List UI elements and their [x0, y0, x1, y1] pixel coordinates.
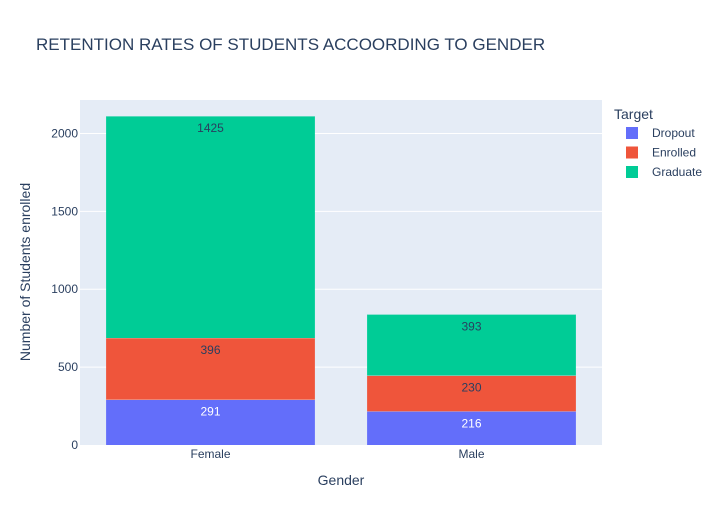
data-labels: 291 396 1425 216 230 393 — [197, 121, 482, 430]
bar-dropout-male[interactable] — [367, 411, 576, 445]
legend-item-dropout[interactable]: Dropout — [626, 126, 695, 140]
legend-swatch — [626, 166, 638, 178]
bar-enrolled-female[interactable] — [106, 337, 315, 400]
y-axis-ticks: 0 500 1000 1500 2000 — [51, 126, 78, 452]
legend-title: Target — [614, 106, 653, 122]
legend[interactable]: Target Dropout Enrolled Graduate — [614, 106, 702, 179]
y-tick-label: 2000 — [51, 126, 78, 140]
x-tick-label: Male — [458, 447, 484, 461]
y-tick-label: 1000 — [51, 282, 78, 296]
data-label: 396 — [200, 343, 220, 357]
bars — [106, 115, 576, 445]
y-tick-label: 1500 — [51, 204, 78, 218]
legend-item-graduate[interactable]: Graduate — [626, 165, 702, 179]
x-axis-title: Gender — [318, 472, 365, 488]
legend-swatch — [626, 146, 638, 159]
data-label: 393 — [461, 319, 481, 333]
legend-item-enrolled[interactable]: Enrolled — [626, 146, 696, 160]
data-label: 291 — [200, 405, 220, 419]
bar-graduate-male[interactable] — [367, 314, 576, 376]
legend-swatch — [626, 127, 638, 139]
x-axis-ticks: Female Male — [190, 447, 484, 461]
bar-graduate-female[interactable] — [106, 116, 315, 338]
y-tick-label: 0 — [71, 438, 78, 452]
bar-dropout-female[interactable] — [106, 399, 315, 445]
data-label: 1425 — [197, 121, 224, 135]
x-tick-label: Female — [190, 447, 230, 461]
chart-title: RETENTION RATES OF STUDENTS ACCOORDING T… — [36, 35, 545, 54]
y-tick-label: 500 — [58, 360, 78, 374]
legend-label: Graduate — [652, 165, 702, 179]
data-label: 216 — [461, 416, 481, 430]
y-axis-title: Number of Students enrolled — [17, 183, 33, 361]
legend-label: Dropout — [652, 126, 695, 140]
data-label: 230 — [461, 381, 481, 395]
bar-enrolled-male[interactable] — [367, 375, 576, 412]
legend-label: Enrolled — [652, 146, 696, 160]
